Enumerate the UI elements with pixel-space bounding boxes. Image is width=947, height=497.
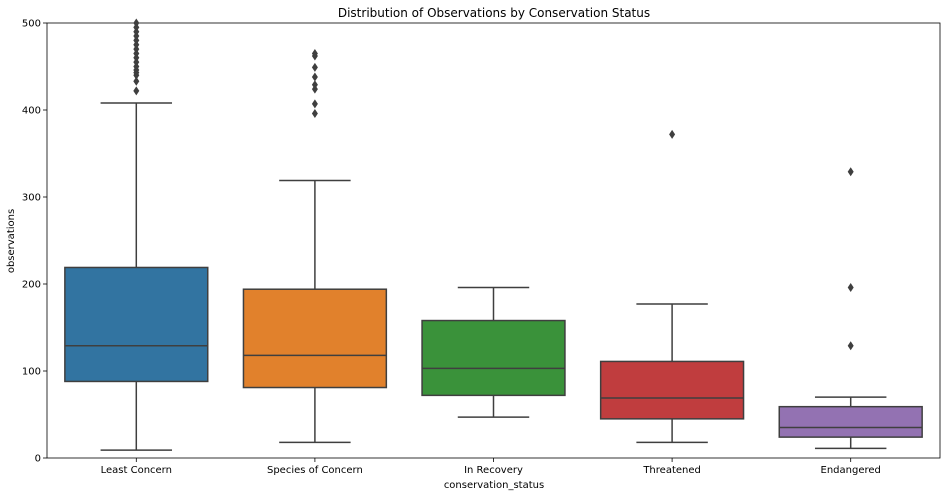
y-tick-label: 500 (22, 19, 41, 30)
outlier-point (847, 167, 854, 177)
box-1 (242, 288, 388, 389)
outlier-point (311, 108, 318, 118)
box-4 (778, 405, 923, 438)
x-tick-label: Threatened (642, 465, 701, 476)
y-tick-label: 400 (22, 106, 41, 117)
box-3 (599, 360, 745, 420)
y-axis-label: observations (6, 209, 17, 273)
x-tick-label: Least Concern (101, 465, 172, 476)
outlier-point (847, 282, 854, 292)
plot-area: 0 100 200 300 400 500 Least Concern Species of … (22, 18, 941, 476)
x-tick-label: In Recovery (464, 465, 523, 476)
box-2 (421, 319, 566, 397)
x-tick-label: Endangered (821, 465, 881, 476)
x-tick-label: Species of Concern (267, 465, 363, 476)
outlier-point (311, 80, 318, 90)
y-tick-label: 0 (35, 454, 41, 465)
outlier-point (133, 18, 140, 28)
outlier-point (133, 86, 140, 96)
outlier-point (311, 48, 318, 58)
y-tick-label: 100 (22, 367, 41, 378)
y-tick-label: 300 (22, 193, 41, 204)
x-axis-label: conservation_status (444, 480, 544, 491)
outlier-point (133, 76, 140, 86)
box-0 (64, 266, 209, 383)
outlier-point (311, 72, 318, 82)
y-tick-label: 200 (22, 280, 41, 291)
outlier-point (311, 99, 318, 109)
outlier-point (847, 341, 854, 351)
chart-title: Distribution of Observations by Conserva… (338, 6, 650, 20)
outlier-point (311, 62, 318, 72)
outlier-point (669, 129, 676, 139)
